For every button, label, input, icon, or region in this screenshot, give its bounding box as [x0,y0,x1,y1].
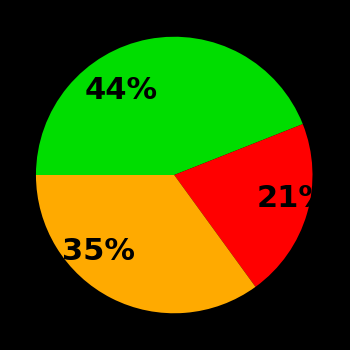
Text: 44%: 44% [85,76,158,105]
Wedge shape [36,37,303,175]
Text: 21%: 21% [257,184,330,214]
Wedge shape [36,175,256,313]
Text: 35%: 35% [62,237,135,266]
Wedge shape [174,124,313,287]
